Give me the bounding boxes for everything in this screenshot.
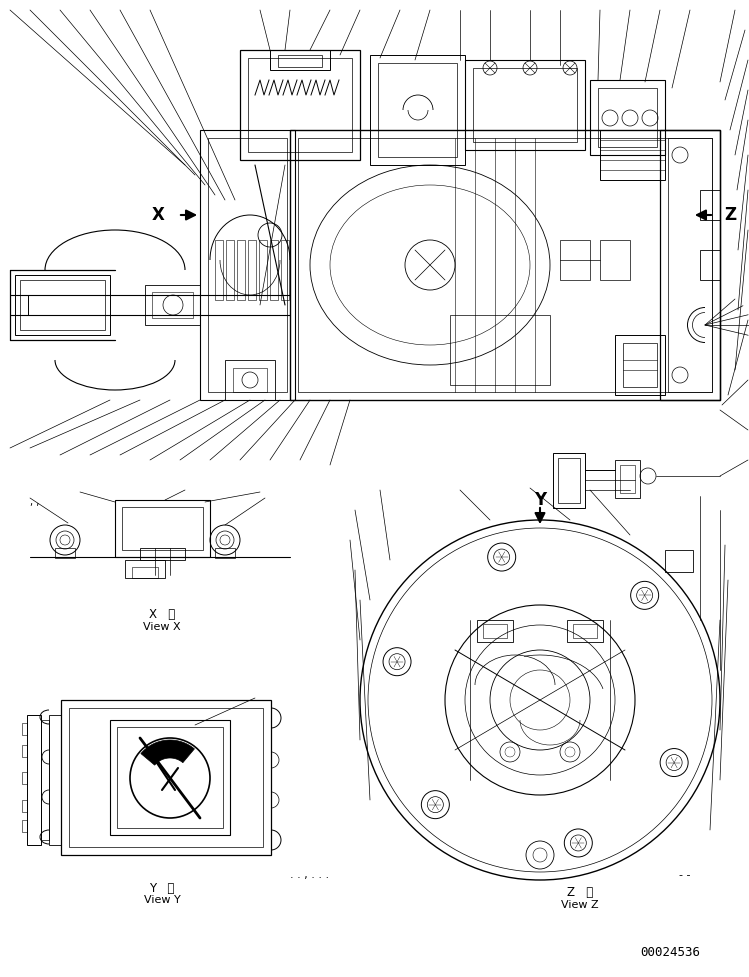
Bar	[600, 240, 630, 280]
Bar	[615, 460, 640, 498]
Bar	[110, 720, 230, 835]
Text: 00024536: 00024536	[640, 946, 700, 958]
Bar	[483, 624, 507, 638]
Bar	[270, 50, 330, 70]
Bar	[233, 368, 267, 392]
Text: , ,: , ,	[30, 497, 40, 507]
Bar	[281, 240, 289, 300]
Text: X: X	[151, 206, 165, 224]
Bar	[122, 507, 203, 550]
Bar	[370, 55, 465, 165]
Bar	[215, 240, 223, 300]
Bar	[248, 58, 352, 152]
Bar	[15, 275, 110, 335]
Polygon shape	[141, 740, 195, 765]
Bar	[49, 715, 61, 845]
Bar	[226, 240, 234, 300]
Bar	[590, 80, 665, 155]
Bar	[200, 130, 295, 400]
Bar	[259, 240, 267, 300]
Bar	[700, 190, 720, 220]
Text: X   視: X 視	[149, 609, 175, 621]
Text: Z: Z	[724, 206, 736, 224]
Bar	[700, 250, 720, 280]
Bar	[668, 138, 712, 392]
Bar	[378, 63, 457, 157]
Bar	[248, 240, 256, 300]
Bar	[69, 708, 263, 847]
Bar	[473, 68, 577, 142]
Bar	[132, 567, 158, 578]
Bar	[560, 240, 590, 280]
Text: - -: - -	[679, 870, 691, 880]
Bar	[660, 130, 720, 400]
Bar	[450, 315, 550, 385]
Bar	[145, 285, 200, 325]
Bar	[20, 280, 105, 330]
Bar	[665, 550, 693, 572]
Text: View X: View X	[143, 622, 181, 632]
Text: View Z: View Z	[561, 900, 598, 910]
Bar	[125, 560, 165, 578]
Bar	[208, 138, 287, 392]
Bar	[598, 88, 657, 147]
Bar	[55, 548, 75, 558]
Bar	[215, 548, 235, 558]
Bar	[615, 335, 665, 395]
Bar	[573, 624, 597, 638]
Bar	[22, 723, 27, 735]
Bar	[22, 800, 27, 812]
Bar	[27, 715, 41, 845]
Bar	[22, 745, 27, 757]
Text: . . , . . .: . . , . . .	[291, 870, 330, 880]
Text: View Y: View Y	[144, 895, 181, 905]
Bar	[278, 55, 322, 67]
Bar	[600, 130, 665, 180]
Bar	[237, 240, 245, 300]
Bar	[270, 240, 278, 300]
Bar	[41, 720, 49, 840]
Bar	[477, 620, 513, 642]
Bar	[567, 620, 603, 642]
Bar	[290, 130, 720, 400]
Bar	[298, 138, 712, 392]
Bar	[22, 820, 27, 832]
Bar	[620, 465, 635, 493]
Bar	[140, 548, 185, 560]
Bar	[61, 700, 271, 855]
Bar	[115, 500, 210, 557]
Bar	[623, 343, 657, 387]
Bar	[553, 453, 585, 508]
Bar	[152, 292, 193, 318]
Bar	[10, 295, 28, 315]
Bar	[558, 458, 580, 503]
Bar	[465, 60, 585, 150]
Bar	[22, 772, 27, 784]
Text: Z   視: Z 視	[567, 886, 593, 900]
Text: Y: Y	[534, 491, 546, 509]
Bar	[117, 727, 223, 828]
Bar	[225, 360, 275, 400]
Bar	[240, 50, 360, 160]
Text: Y   視: Y 視	[149, 881, 175, 895]
